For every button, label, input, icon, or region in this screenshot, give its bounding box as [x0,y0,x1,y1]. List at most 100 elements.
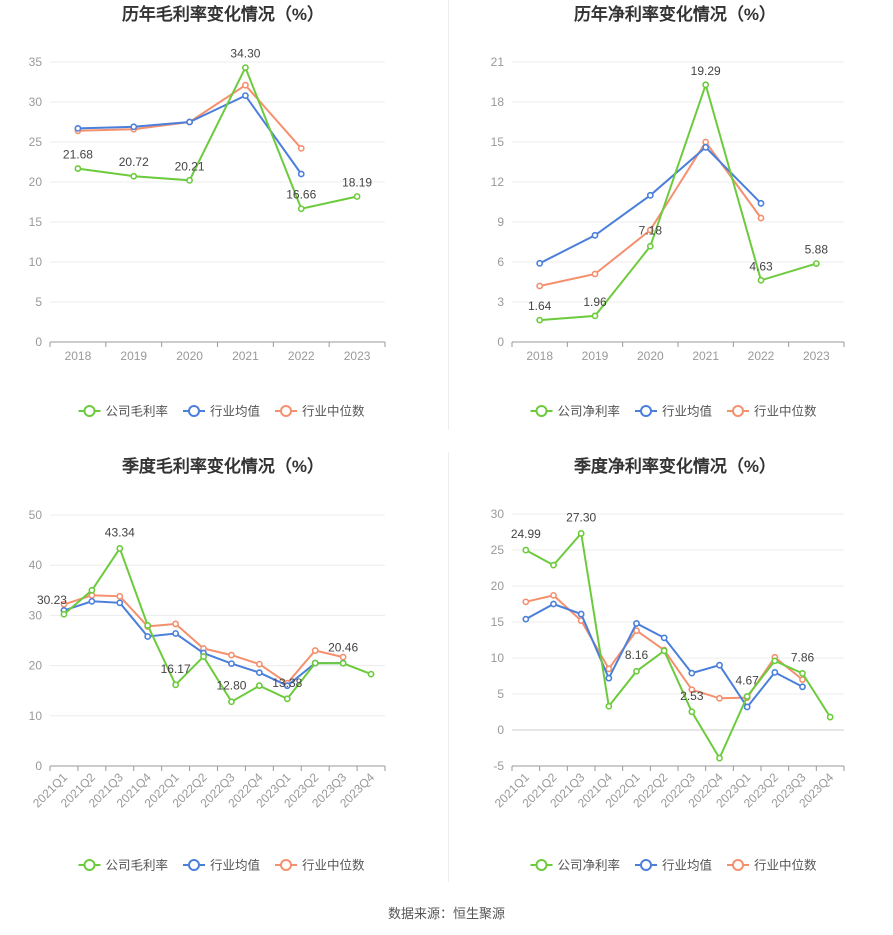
data-point[interactable] [799,670,806,677]
data-point[interactable] [60,610,68,618]
data-point[interactable] [522,546,530,554]
data-point[interactable] [757,276,765,284]
data-point[interactable] [702,81,710,89]
data-point[interactable] [130,172,138,180]
data-point[interactable] [771,657,779,665]
data-point[interactable] [242,64,249,71]
data-point[interactable] [311,659,319,667]
legend-item[interactable]: 行业中位数 [275,404,365,419]
data-point[interactable] [577,610,585,618]
data-point[interactable] [255,682,263,690]
data-point[interactable] [812,260,820,267]
data-point[interactable] [771,668,779,676]
data-point[interactable] [311,647,319,654]
data-point[interactable] [716,754,723,762]
data-point[interactable] [297,205,305,213]
data-point[interactable] [591,231,599,239]
data-point[interactable] [116,599,124,607]
y-tick-label: 30 [29,95,43,109]
data-point[interactable] [339,653,347,661]
data-point[interactable] [536,282,544,290]
data-point[interactable] [550,561,557,569]
data-point[interactable] [743,703,751,711]
data-point[interactable] [660,647,668,655]
data-point[interactable] [88,597,96,605]
data-point[interactable] [716,694,723,702]
data-point[interactable] [660,634,668,642]
data-point[interactable] [116,545,124,552]
legend-item[interactable]: 公司净利率 [530,858,621,873]
legend-item[interactable]: 行业均值 [635,858,712,873]
data-point[interactable] [799,676,806,683]
legend-item[interactable]: 行业中位数 [727,404,817,419]
data-point[interactable] [130,123,138,131]
data-point[interactable] [633,620,640,627]
legend-label: 公司毛利率 [106,858,169,873]
data-point[interactable] [144,622,152,629]
data-point[interactable] [522,615,530,623]
data-point[interactable] [605,665,613,673]
data-point[interactable] [550,591,557,599]
data-point[interactable] [757,199,765,207]
data-point[interactable] [242,81,249,89]
data-point[interactable] [228,698,235,706]
data-point[interactable] [186,118,193,126]
data-point[interactable] [228,651,235,659]
data-point[interactable] [200,653,207,660]
legend-item[interactable]: 行业均值 [183,858,260,873]
data-point[interactable] [228,660,235,667]
legend-item[interactable]: 行业均值 [183,404,260,419]
data-point[interactable] [186,176,193,184]
data-point[interactable] [633,667,640,675]
data-point[interactable] [743,692,751,700]
data-point[interactable] [550,600,557,608]
data-point[interactable] [646,191,654,199]
data-point[interactable] [577,530,585,537]
data-point[interactable] [605,674,613,682]
data-point[interactable] [646,242,654,250]
data-point[interactable] [716,661,723,669]
data-point[interactable] [339,659,347,667]
data-point[interactable] [367,670,375,678]
data-point[interactable] [255,669,263,677]
data-point[interactable] [297,170,305,178]
data-point[interactable] [88,586,96,594]
data-point[interactable] [688,669,696,677]
data-point[interactable] [826,713,834,721]
data-point[interactable] [60,600,68,608]
panel-quarterly-net-margin: 季度净利率变化情况（%） -5 0 5 10 15 20 25 30 2021Q1 2021Q2 20… [452,452,893,892]
data-point[interactable] [522,598,530,606]
data-point[interactable] [172,630,180,637]
data-point[interactable] [172,620,180,628]
data-point[interactable] [536,316,544,324]
data-point[interactable] [116,592,124,600]
legend-item[interactable]: 公司净利率 [530,404,621,419]
data-point[interactable] [757,214,765,222]
data-point[interactable] [646,226,654,234]
data-point[interactable] [799,683,806,691]
data-point[interactable] [591,312,599,320]
data-point[interactable] [591,270,599,278]
data-point[interactable] [255,660,263,668]
data-point[interactable] [536,259,544,267]
legend-item[interactable]: 行业均值 [635,404,712,419]
data-point[interactable] [172,681,180,689]
data-point[interactable] [144,633,152,640]
legend-item[interactable]: 行业中位数 [727,858,817,873]
data-point[interactable] [242,92,249,99]
data-point[interactable] [74,165,82,172]
legend-item[interactable]: 行业中位数 [275,858,365,873]
data-point[interactable] [283,695,291,703]
legend-item[interactable]: 公司毛利率 [78,404,169,419]
data-point[interactable] [688,686,696,694]
data-point[interactable] [688,708,696,716]
data-point[interactable] [353,193,361,200]
data-point[interactable] [297,144,305,152]
data-point[interactable] [605,702,613,710]
panel-annual-net-margin: 历年净利率变化情况（%） 0 3 6 9 12 15 18 21 2018 2019 2020 2021… [452,0,893,440]
data-point[interactable] [702,138,710,146]
data-point[interactable] [74,124,82,132]
legend-item[interactable]: 公司毛利率 [78,858,169,873]
data-point[interactable] [283,682,291,690]
data-point[interactable] [702,143,710,151]
